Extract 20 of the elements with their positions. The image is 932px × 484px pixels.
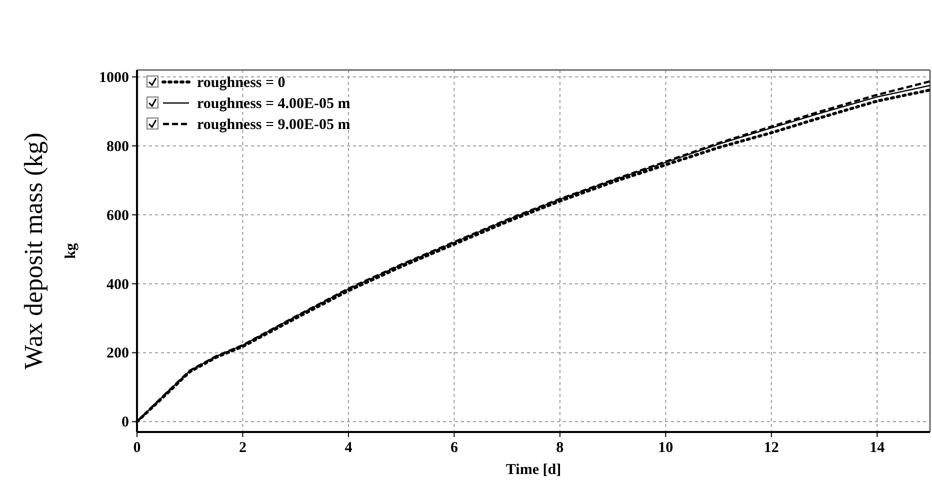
x-tick-label: 4 [344, 440, 353, 456]
y-axis-title: Wax deposit mass (kg) [19, 132, 48, 370]
x-tick-label: 2 [238, 440, 246, 456]
x-tick-label: 6 [450, 440, 458, 456]
y-tick-label: 800 [106, 138, 129, 155]
legend-label: roughness = 4.00E-05 m [197, 96, 351, 112]
x-tick-label: 0 [133, 440, 141, 456]
y-tick-label: 600 [106, 208, 129, 224]
y-tick-label: 0 [122, 414, 129, 431]
legend-label: roughness = 9.00E-05 m [197, 117, 351, 133]
y-tick-label: 1000 [99, 70, 129, 86]
x-tick-label: 12 [764, 440, 779, 456]
x-tick-label: 8 [556, 440, 564, 456]
x-axis-title: Time [d] [506, 462, 562, 478]
x-tick-label: 10 [658, 440, 674, 456]
legend-label: roughness = 0 [197, 75, 286, 91]
y-tick-label: 200 [106, 346, 129, 362]
text: kg [63, 242, 79, 259]
x-tick-label: 14 [870, 440, 886, 456]
y-tick-label: 400 [106, 276, 129, 293]
